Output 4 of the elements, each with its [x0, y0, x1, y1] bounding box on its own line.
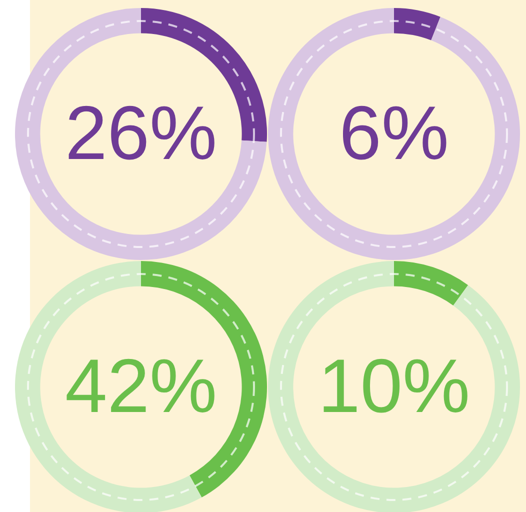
data-label: 42% [64, 344, 218, 429]
data-label: 10% [318, 344, 470, 429]
data-label: 6% [339, 90, 449, 176]
data-label: 26% [64, 90, 218, 176]
